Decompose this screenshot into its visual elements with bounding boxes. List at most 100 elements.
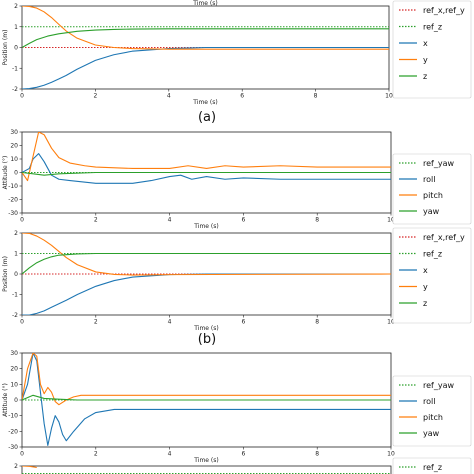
legend-label-yaw: yaw [423,429,440,438]
y-tick-label: -1 [12,292,18,299]
x-tick-label: 2 [94,451,98,458]
x-tick-label: 8 [314,93,318,100]
series-line-pitch [22,353,391,406]
x-tick-label: 0 [20,451,24,458]
y-tick-label: -2 [12,312,18,319]
y-tick-label: 2 [14,3,18,10]
x-tick-label: 10 [387,451,395,458]
y-tick-label: 2 [14,230,18,237]
legend-label-z: z [423,72,427,81]
y-tick-label: -30 [8,444,18,451]
legend-label-ref_yaw: ref_yaw [423,159,454,168]
x-tick-label: 8 [315,319,319,326]
series-line-z [22,252,391,275]
chart-panel-4: 2 ref_zy [14,457,472,474]
y-axis-label: Attitude (°) [2,156,9,190]
y-tick-label: 20 [10,366,18,373]
x-axis-label: Time (s) [193,457,218,464]
y-axis-label: Position (m) [2,30,9,66]
y-tick-label: -20 [8,428,18,435]
x-tick-label: 6 [241,319,245,326]
series-line-roll [22,353,391,446]
legend-label-y: y [423,56,428,65]
legend-label-ref_x,ref_y: ref_x,ref_y [423,233,465,242]
series-line-yaw [22,171,391,176]
legend-label-roll: roll [423,175,435,184]
legend-box [392,457,472,474]
chart-panel-2: 0 2 4 6 8 10 -2 -1 0 1 2 Time (s) Position (m) ref_x,… [2,227,472,332]
x-axis-label: Time (s) [192,99,217,106]
legend-label-roll: roll [423,397,435,406]
x-tick-label: 6 [240,93,244,100]
legend-label-yaw: yaw [423,207,440,216]
x-axis-label: Time (s) [193,223,218,230]
x-tick-label: 4 [168,451,172,458]
legend-label-ref_z: ref_z [423,23,442,32]
series-line-y [22,466,37,469]
x-tick-label: 0 [20,217,24,224]
legend-label-y: y [423,283,428,292]
chart-panel-0: 0 2 4 6 8 10 -2 -1 0 1 2 Time (s) Time (s) Position (… [2,0,472,106]
legend-label-x: x [423,39,428,48]
legend-box [392,153,472,225]
legend-label-ref_z: ref_z [423,463,442,472]
y-tick-label: 10 [10,381,18,388]
y-tick-label: 2 [14,463,18,470]
x-tick-label: 4 [167,93,171,100]
legend-label-ref_z: ref_z [423,250,442,259]
legend-box [392,227,472,324]
legend-box [392,0,472,99]
legend-label-ref_x,ref_y: ref_x,ref_y [423,6,465,15]
y-tick-label: 30 [10,350,18,357]
chart-panel-1: 0 2 4 6 8 10 -30 -20 -10 0 10 20 30 Time (s) Attitude … [2,129,472,230]
x-tick-label: 2 [94,217,98,224]
y-tick-label: 20 [10,143,18,150]
y-tick-label: -2 [12,86,18,93]
y-tick-label: -10 [8,413,18,420]
y-tick-label: -30 [8,210,18,217]
legend: ref_zy [392,457,472,474]
series-line-y [22,6,389,50]
x-tick-label: 8 [315,451,319,458]
series-line-x [22,46,389,89]
series-line-pitch [22,132,391,182]
series-line-yaw [22,394,391,401]
chart-panel-3: 0 2 4 6 8 10 -30 -20 -10 0 10 20 30 Time (s) Attitude … [2,350,472,464]
y-tick-label: -10 [8,183,18,190]
x-tick-label: 0 [20,93,24,100]
plot-frame [21,465,392,474]
x-tick-label: 4 [168,319,172,326]
legend-label-pitch: pitch [423,191,443,200]
series-line-z [22,28,389,48]
y-tick-label: 0 [14,397,18,404]
x-tick-label: 4 [168,217,172,224]
x-tick-label: 8 [315,217,319,224]
caption-a: (a) [198,110,216,125]
legend-label-x: x [423,266,428,275]
y-tick-label: 30 [10,129,18,136]
x-tick-label: 10 [387,319,395,326]
series-line-y [22,233,391,276]
y-tick-label: -20 [8,197,18,204]
y-tick-label: 10 [10,156,18,163]
y-tick-label: -1 [12,65,18,72]
legend-label-pitch: pitch [423,413,443,422]
x-tick-label: 2 [93,93,97,100]
series-line-roll [22,153,391,184]
y-tick-label: 1 [14,24,18,31]
y-tick-label: 1 [14,251,18,258]
x-tick-label: 10 [387,217,395,224]
caption-b: (b) [198,332,216,347]
x-tick-label: 10 [385,93,393,100]
x-axis-label: Time (s) [193,325,218,332]
legend-label-ref_yaw: ref_yaw [423,381,454,390]
x-tick-label: 6 [241,217,245,224]
legend-label-z: z [423,299,427,308]
y-tick-label: 0 [14,271,18,278]
y-tick-label: 0 [14,45,18,52]
y-axis-label: Attitude (°) [2,383,9,417]
